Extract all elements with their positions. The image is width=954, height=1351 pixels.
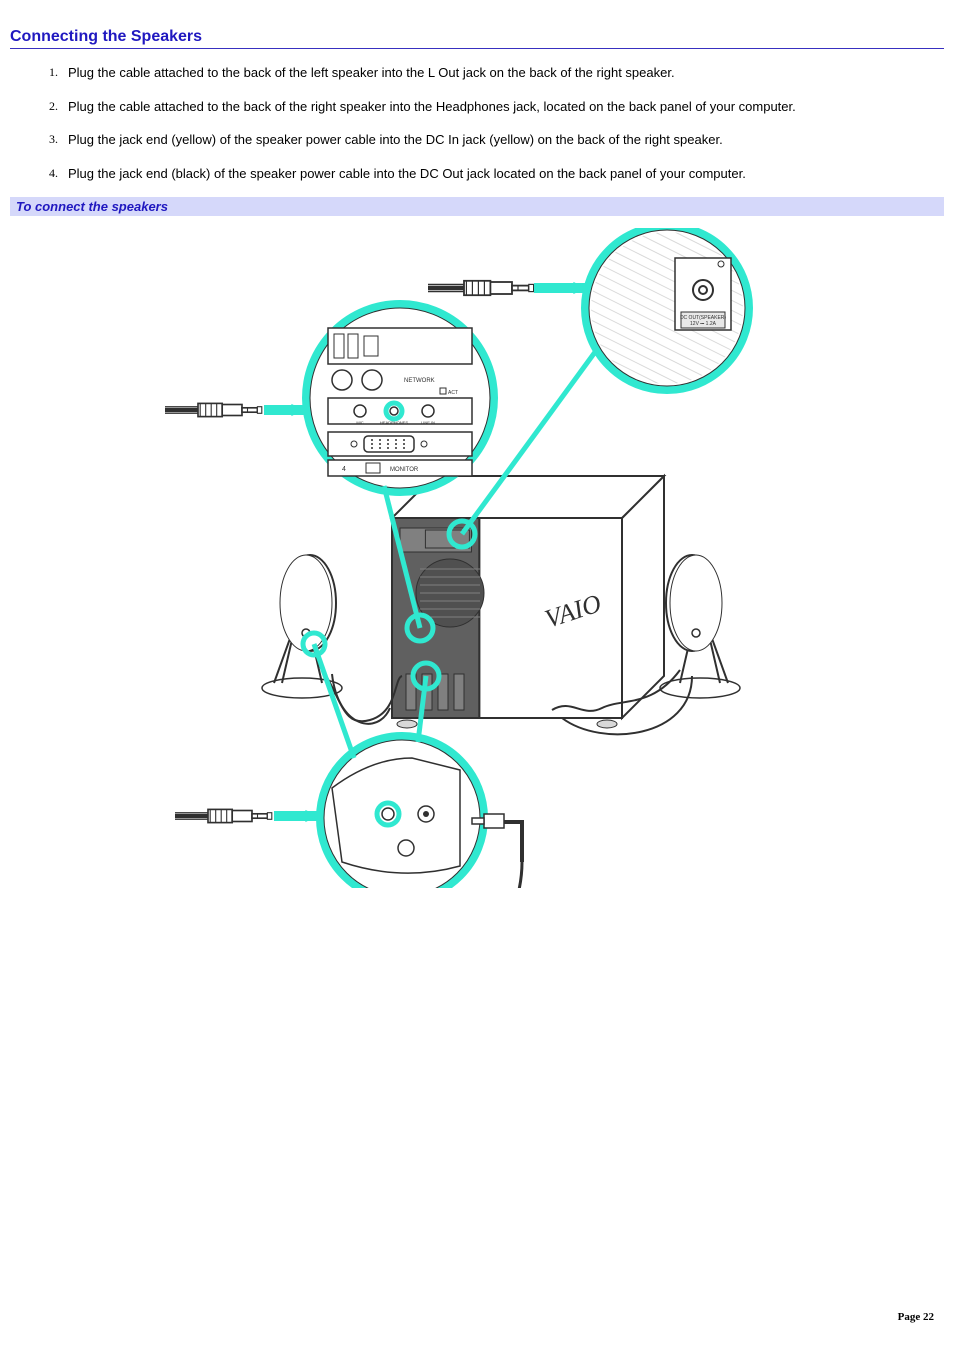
list-item: 2. Plug the cable attached to the back o… — [38, 97, 924, 117]
list-item: 3. Plug the jack end (yellow) of the spe… — [38, 130, 924, 150]
list-item-number: 4. — [38, 164, 68, 184]
list-item-text: Plug the jack end (black) of the speaker… — [68, 164, 924, 184]
page-number: Page 22 — [898, 1311, 934, 1323]
svg-text:MONITOR: MONITOR — [390, 467, 419, 473]
svg-text:HEADPHONES: HEADPHONES — [380, 420, 408, 425]
list-item-number: 3. — [38, 130, 68, 150]
list-item-number: 1. — [38, 63, 68, 83]
list-item: 1. Plug the cable attached to the back o… — [38, 63, 924, 83]
svg-text:4: 4 — [342, 466, 346, 473]
svg-text:MIC: MIC — [356, 420, 363, 425]
list-item-text: Plug the cable attached to the back of t… — [68, 63, 924, 83]
list-item-text: Plug the cable attached to the back of t… — [68, 97, 924, 117]
list-item: 4. Plug the jack end (black) of the spea… — [38, 164, 924, 184]
svg-text:NETWORK: NETWORK — [404, 378, 435, 384]
list-item-number: 2. — [38, 97, 68, 117]
instruction-list: 1. Plug the cable attached to the back o… — [10, 63, 944, 183]
svg-text:12V ⎓ 1.2A: 12V ⎓ 1.2A — [690, 321, 717, 327]
speaker-connection-diagram: VAIODC OUT(SPEAKER)12V ⎓ 1.2ANETWORKACTL… — [132, 228, 822, 888]
list-item-text: Plug the jack end (yellow) of the speake… — [68, 130, 924, 150]
page-root: Connecting the Speakers 1. Plug the cabl… — [0, 0, 954, 1351]
svg-text:LINE IN: LINE IN — [421, 420, 435, 425]
svg-text:ACT: ACT — [448, 390, 458, 396]
figure-container: VAIODC OUT(SPEAKER)12V ⎓ 1.2ANETWORKACTL… — [10, 228, 944, 888]
figure-caption: To connect the speakers — [10, 197, 944, 216]
page-title: Connecting the Speakers — [10, 28, 944, 49]
